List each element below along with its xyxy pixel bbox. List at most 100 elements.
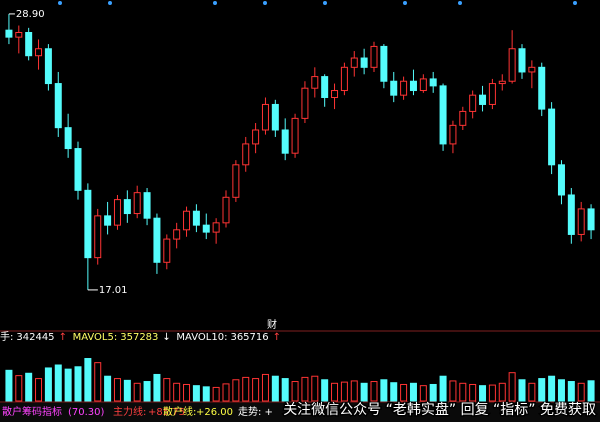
candle-body	[508, 48, 516, 82]
candle-body	[340, 66, 348, 92]
candle-body	[488, 83, 496, 105]
candle-body	[449, 124, 457, 145]
volume-bar	[321, 379, 329, 402]
indicator-title: 散户筹码指标	[2, 405, 62, 418]
volume-bar	[577, 382, 585, 402]
volume-bar	[331, 382, 339, 402]
legend-value: 365716	[230, 332, 268, 343]
volume-bar	[291, 381, 299, 402]
candle-body	[518, 48, 526, 73]
volume-bar	[301, 376, 309, 402]
candle-body	[94, 215, 102, 259]
candle-body	[271, 103, 279, 131]
candle-body	[360, 57, 368, 68]
candle-body	[232, 164, 240, 198]
candle-body	[439, 85, 447, 145]
high-label: 28.90	[16, 9, 45, 20]
volume-bar	[360, 382, 368, 402]
candle-body	[557, 164, 565, 196]
volume-bar	[183, 383, 191, 402]
indicator-line-value: +26.00	[196, 407, 233, 418]
candle-body	[261, 103, 269, 131]
volume-bar	[419, 385, 427, 402]
volume-bar	[242, 376, 250, 402]
candle-body	[192, 210, 200, 226]
volume-bar	[84, 358, 92, 402]
volume-bar	[548, 375, 556, 402]
candle-body	[528, 66, 536, 73]
candle-body	[538, 66, 546, 110]
volume-bar	[459, 382, 467, 402]
volume-bar	[123, 379, 131, 402]
volume-bar	[469, 383, 477, 402]
candle-body	[350, 57, 358, 68]
candle-body	[54, 83, 62, 129]
legend-name: MAVOL5:	[73, 332, 118, 343]
candle-body	[25, 31, 33, 57]
candle-body	[15, 31, 23, 38]
candle-body	[479, 94, 487, 105]
volume-bar	[498, 382, 506, 402]
candle-body	[242, 143, 250, 166]
candle-body	[281, 129, 289, 154]
candle-body	[202, 224, 210, 233]
volume-bar	[113, 378, 121, 402]
candle-body	[587, 208, 595, 231]
volume-bar	[390, 382, 398, 402]
candle-body	[113, 199, 121, 226]
candle-body	[252, 129, 260, 145]
volume-bar	[271, 375, 279, 402]
volume-bar	[350, 380, 358, 402]
candle-body	[35, 48, 43, 57]
volume-bar	[143, 381, 151, 402]
candle-body	[133, 192, 141, 215]
volume-bar	[252, 378, 260, 402]
indicator-value: (70.30)	[68, 407, 105, 418]
legend-arrow: ↑	[59, 332, 67, 343]
volume-legend: 手: 342445 ↑ MAVOL5: 357283 ↓ MAVOL10: 365716 ↑	[0, 330, 281, 343]
candle-body	[419, 78, 427, 92]
volume-bar	[261, 373, 269, 402]
volume-bar	[340, 381, 348, 402]
volume-bar	[173, 382, 181, 402]
volume-bar	[538, 378, 546, 402]
candle-body	[5, 29, 13, 38]
indicator-line-name: 主力线:	[113, 405, 146, 418]
volume-bar	[281, 378, 289, 402]
volume-bar	[400, 383, 408, 402]
volume-bar	[528, 382, 536, 402]
volume-bar	[449, 380, 457, 402]
volume-bar	[212, 386, 220, 402]
volume-bar	[163, 378, 171, 402]
candle-body	[301, 87, 309, 119]
candle-body	[311, 76, 319, 89]
candle-body	[123, 199, 131, 215]
candle-body	[548, 108, 556, 166]
volume-bar	[153, 373, 161, 402]
candle-body	[390, 80, 398, 96]
candle-body	[44, 48, 52, 85]
legend-value: 342445	[16, 332, 54, 343]
volume-bar	[439, 375, 447, 402]
volume-bar	[311, 375, 319, 402]
volume-bar	[508, 372, 516, 402]
volume-bar	[54, 364, 62, 402]
volume-bar	[479, 385, 487, 402]
candle-body	[74, 148, 82, 191]
volume-bar	[429, 383, 437, 402]
candle-body	[183, 210, 191, 231]
volume-bar	[35, 378, 43, 402]
volume-bar	[133, 382, 141, 402]
legend-value: 357283	[120, 332, 158, 343]
candle-body	[222, 196, 230, 224]
volume-bar	[488, 384, 496, 402]
top-markers	[58, 1, 577, 5]
indicator-trend: 走势: +	[238, 405, 273, 418]
volume-bar	[567, 381, 575, 402]
candle-body	[409, 80, 417, 92]
volume-bar	[15, 375, 23, 402]
candle-body	[331, 90, 339, 98]
volume-bar	[370, 381, 378, 402]
